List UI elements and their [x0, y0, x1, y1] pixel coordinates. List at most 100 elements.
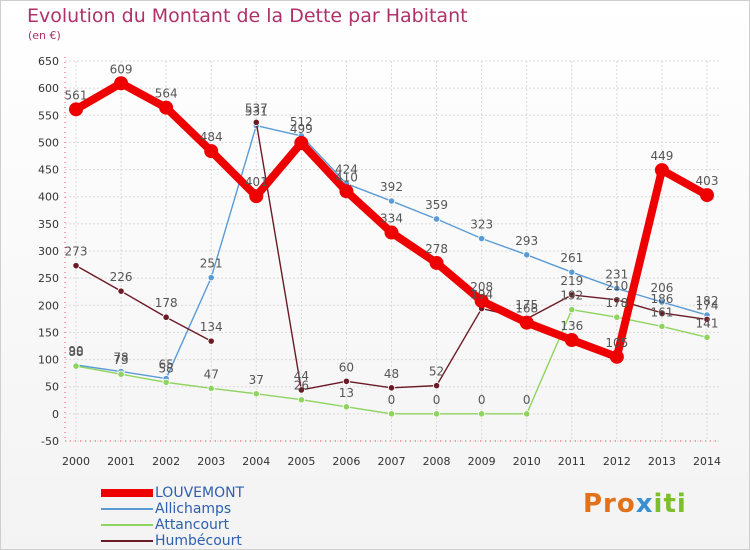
y-tick-label: 250	[38, 272, 59, 285]
x-tick-label: 2010	[513, 455, 541, 468]
y-tick-label: 50	[45, 381, 59, 394]
data-point	[162, 378, 170, 386]
y-tick-label: 0	[52, 408, 59, 421]
data-label: 403	[696, 174, 719, 188]
data-point	[523, 410, 531, 418]
y-tick-label: 500	[38, 136, 59, 149]
data-label: 90	[68, 344, 83, 358]
data-label: 251	[200, 257, 223, 271]
y-tick-label: 450	[38, 164, 59, 177]
brand-logo: Proxiti	[583, 489, 687, 519]
data-label: 141	[696, 316, 719, 330]
data-label: 561	[65, 88, 88, 102]
data-label: 182	[696, 294, 719, 308]
y-tick-label: 150	[38, 326, 59, 339]
data-label: 65	[159, 358, 174, 372]
data-label: 134	[200, 320, 223, 334]
data-label: 278	[425, 242, 448, 256]
chart-subtitle: (en €)	[28, 29, 61, 42]
data-point	[204, 144, 219, 159]
data-label: 219	[560, 274, 583, 288]
data-label: 512	[290, 115, 313, 129]
x-tick-label: 2007	[378, 455, 406, 468]
data-label: 210	[605, 279, 628, 293]
data-label: 401	[245, 175, 268, 189]
y-tick-label: 550	[38, 109, 59, 122]
data-point	[432, 382, 441, 390]
data-label: 0	[523, 393, 531, 407]
data-point	[342, 403, 351, 411]
data-label: 484	[200, 130, 223, 144]
data-point	[654, 163, 669, 178]
data-point	[658, 298, 666, 306]
data-point	[568, 306, 576, 314]
y-tick-label: 600	[38, 82, 59, 95]
data-label: 273	[65, 245, 88, 259]
data-label: 136	[560, 319, 583, 333]
data-point	[387, 384, 396, 392]
data-point	[339, 184, 354, 199]
data-point	[207, 273, 215, 282]
data-point	[297, 396, 305, 404]
data-point	[432, 215, 441, 223]
x-tick-label: 2008	[423, 455, 451, 468]
y-tick-label: -50	[41, 435, 59, 448]
data-label: 105	[605, 336, 628, 350]
data-point	[658, 309, 666, 317]
data-point	[342, 377, 351, 385]
x-tick-label: 2011	[558, 455, 586, 468]
data-point	[568, 291, 576, 299]
data-label: 60	[339, 360, 354, 374]
data-point	[700, 188, 714, 203]
legend-swatch	[101, 524, 153, 526]
data-point	[72, 262, 80, 270]
legend-label: LOUVEMONT	[155, 485, 245, 501]
legend-label: Attancourt	[155, 517, 230, 533]
data-point	[609, 349, 624, 364]
data-label: 52	[429, 365, 444, 379]
data-point	[252, 390, 260, 398]
chart-title: Evolution du Montant de la Dette par Hab…	[27, 5, 468, 27]
data-label: 410	[335, 170, 358, 184]
data-label: 186	[650, 292, 673, 306]
y-tick-label: 300	[38, 245, 59, 258]
data-label: 194	[470, 288, 493, 302]
data-point	[117, 287, 125, 295]
legend-swatch	[101, 508, 153, 510]
series-line-Humbécourt	[75, 264, 212, 342]
data-label: 175	[515, 298, 538, 312]
data-label: 206	[650, 281, 673, 295]
data-label: 0	[388, 393, 396, 407]
data-point	[613, 296, 621, 304]
x-tick-label: 2012	[603, 455, 631, 468]
legend-label: Allichamps	[155, 501, 232, 517]
data-point	[297, 386, 305, 394]
y-tick-label: 650	[38, 55, 59, 68]
data-label: 178	[605, 296, 628, 310]
x-tick-label: 2009	[468, 455, 496, 468]
data-point	[478, 234, 486, 243]
data-label: 424	[335, 163, 358, 177]
data-label: 334	[380, 212, 403, 226]
legend-swatch	[101, 489, 153, 497]
data-label: 0	[478, 393, 486, 407]
x-tick-label: 2005	[287, 455, 315, 468]
y-tick-label: 200	[38, 299, 59, 312]
data-label: 26	[294, 379, 309, 393]
legend-label: Humbécourt	[155, 533, 242, 549]
data-label: 168	[515, 302, 538, 316]
data-point	[384, 225, 399, 240]
data-point	[162, 313, 170, 321]
data-label: 609	[110, 62, 133, 76]
data-label: 73	[113, 353, 128, 367]
x-tick-label: 2013	[648, 455, 676, 468]
data-point	[432, 410, 441, 418]
data-point	[69, 102, 83, 117]
data-label: 58	[159, 361, 174, 375]
data-point	[564, 333, 579, 348]
data-point	[249, 189, 264, 204]
y-tick-label: 350	[38, 218, 59, 231]
data-point	[159, 100, 174, 115]
x-tick-label: 2006	[332, 455, 360, 468]
data-point	[114, 76, 129, 91]
